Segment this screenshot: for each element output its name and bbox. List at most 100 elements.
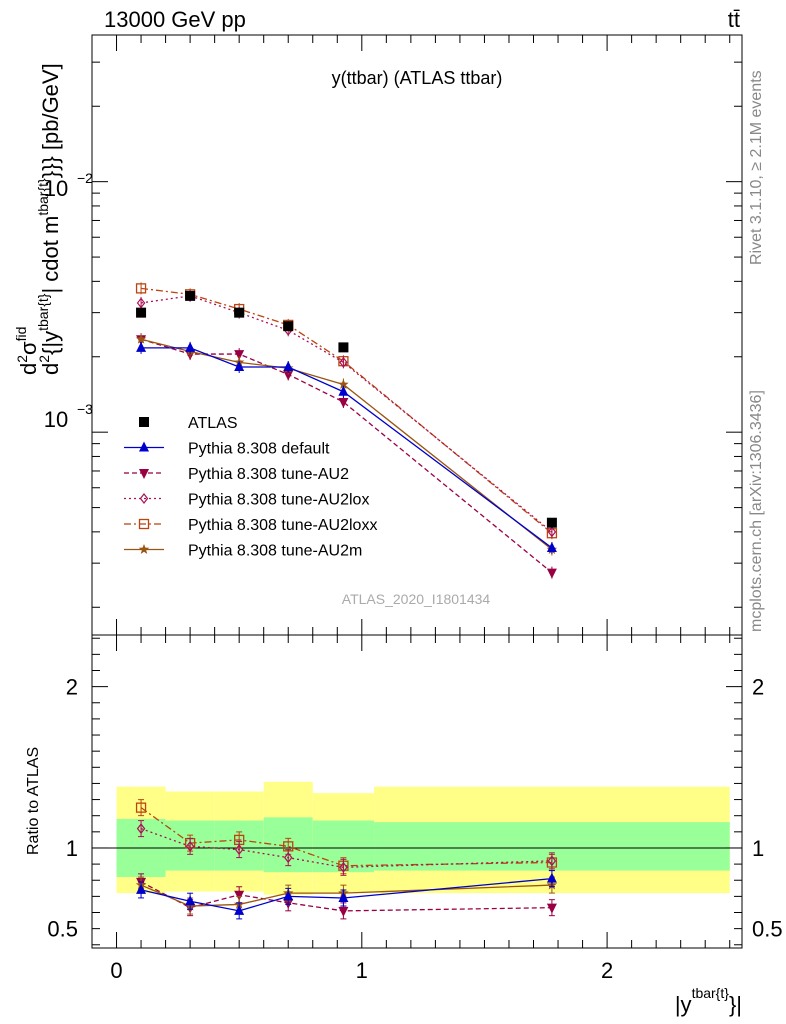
x-tick-label: 1 [356,958,368,983]
ratio-point-au2-4 [338,906,349,917]
ratio-point-au2loxx-0 [135,802,147,813]
ratio-point-default-3 [283,890,294,901]
ratio-series-default [136,870,557,920]
point-au2lox-0 [136,297,146,309]
point-au2loxx-0 [135,283,147,294]
series-line-default [141,347,553,549]
ratio-point-default-1 [185,895,196,906]
ratio-point-au2-5 [546,903,557,914]
legend-label-au2: Pythia 8.308 tune-AU2 [188,466,349,483]
ratio-line-au2m [140,884,552,907]
main-y-axis-label-denominator: d2{|ytbar{t}| cdot mtbar{t}}}} [pb/GeV] [35,63,63,375]
point-default-4 [338,385,349,396]
point-data-5 [546,517,557,528]
legend-marker-default [139,441,149,452]
energy-label: 13000 GeV pp [104,7,246,32]
svg-text:10: 10 [44,176,68,201]
point-default-5 [546,541,557,552]
rivet-label: Rivet 3.1.10, ≥ 2.1M events [748,70,765,265]
ratio-point-default-0 [136,883,147,894]
point-data-2 [234,307,245,318]
ratio-panel-frame [91,634,743,949]
ratio-y-tick-label-right: 2 [752,675,764,700]
svg-text:10: 10 [44,407,68,432]
ratio-point-au2lox-1 [185,840,195,852]
point-default-1 [185,341,196,352]
series-line-au2loxx [140,287,553,534]
analysis-label: ATLAS_2020_I1801434 [342,591,491,607]
legend-entry-data: ATLAS [139,415,238,432]
legend-label-data: ATLAS [188,415,238,432]
ratio-point-au2lox-5 [547,855,557,867]
point-au2-2 [234,350,245,361]
legend-entry-au2lox: Pythia 8.308 tune-AU2lox [124,492,369,509]
svg-text:−2: −2 [77,170,93,186]
ratio-y-tick-label: 0.5 [47,917,78,942]
legend-label-au2m: Pythia 8.308 tune-AU2m [188,543,362,560]
ratio-point-au2lox-0 [136,823,146,835]
process-label: tt̄ [728,7,740,32]
ratio-point-au2lox-3 [283,852,293,864]
point-au2lox-5 [547,526,557,538]
ratio-tick-labels: 0.5 0.5 1 1 2 2 0 1 2 [47,675,782,983]
legend-marker-data [139,417,149,427]
point-data-0 [136,307,147,318]
ratio-point-au2lox-2 [234,844,244,856]
legend: ATLAS Pythia 8.308 default Pythia 8.308 tu… [124,415,377,560]
ratio-series-layer [135,799,558,920]
y-tick-label-1e-3: 10 −3 [44,401,93,432]
ratio-point-default-4 [338,891,349,902]
ratio-line-au2lox [140,827,552,868]
point-default-2 [234,361,245,372]
legend-entry-au2: Pythia 8.308 tune-AU2 [124,466,349,483]
plot-title: y(ttbar) (ATLAS ttbar) [332,68,503,88]
ratio-point-au2lox-4 [339,861,348,873]
legend-marker-au2lox [139,493,149,504]
series-line-au2 [140,338,553,574]
point-data-1 [185,290,196,301]
ratio-line-au2loxx [140,807,552,867]
ratio-line-default [140,877,552,912]
ratio-y-axis-label: Ratio to ATLAS [25,747,42,855]
legend-marker-au2loxx [138,518,150,530]
legend-entry-au2m: Pythia 8.308 tune-AU2m [124,543,362,560]
point-au2-5 [546,568,557,579]
point-au2-4 [338,397,349,408]
ratio-series-au2lox [136,820,557,876]
legend-label-au2lox: Pythia 8.308 tune-AU2lox [188,492,369,509]
series-data [136,290,557,528]
legend-marker-au2 [139,469,149,479]
point-data-3 [283,321,294,332]
x-tick-label: 0 [110,958,122,983]
series-line-au2lox [140,295,553,533]
ratio-y-tick-label-right: 0.5 [752,917,783,942]
svg-text:−3: −3 [77,401,93,417]
series-line-au2m [140,338,553,551]
ratio-point-default-2 [234,904,245,915]
point-data-4 [338,342,349,353]
mcplots-label: mcplots.cern.ch [arXiv:1306.3436] [748,390,765,632]
point-au2m-4 [338,378,349,389]
ratio-y-tick-label: 1 [66,836,78,861]
legend-entry-au2loxx: Pythia 8.308 tune-AU2loxx [124,517,377,534]
ratio-point-default-5 [546,872,557,883]
point-au2lox-4 [339,356,348,368]
series-default [136,341,557,554]
main-y-axis-label: d2σfid [13,327,41,375]
ratio-bands [116,781,730,895]
point-au2-3 [283,370,294,381]
ratio-axis-ticks [92,635,742,948]
x-axis-label: |ytbar{t}}| [675,985,742,1017]
ratio-point-au2-2 [234,890,245,901]
ratio-y-tick-label-right: 1 [752,836,764,861]
legend-label-default: Pythia 8.308 default [188,441,330,458]
main-axis-ticks [92,35,742,635]
point-au2m-0 [135,333,147,344]
x-tick-label: 2 [601,958,613,983]
point-default-0 [136,341,147,352]
legend-marker-au2m [138,544,150,554]
y-tick-label-1e-2: 10 −2 [44,170,93,201]
main-series-layer [135,282,558,579]
legend-label-au2loxx: Pythia 8.308 tune-AU2loxx [188,517,377,534]
point-default-3 [283,361,294,372]
